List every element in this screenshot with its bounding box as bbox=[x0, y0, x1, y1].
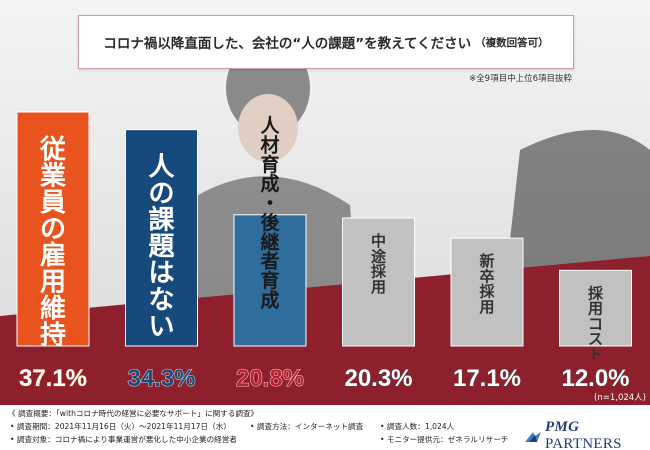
bar-group: 人材育成・後継者育成 20.8% bbox=[233, 115, 307, 392]
title-paren: （複数回答可） bbox=[475, 36, 549, 49]
bar-group: 人の課題はない 34.3% bbox=[125, 129, 198, 392]
value-label: 20.8% bbox=[236, 365, 304, 392]
sample-size-label: (n=1,024人) bbox=[594, 393, 646, 403]
bar-chart: 従業員の雇用維持 37.1% 人の課題はない 34.3% 人材育成・後継者育成 20.8%… bbox=[16, 111, 646, 403]
survey-method: • 調査方法：インターネット調査 bbox=[250, 422, 364, 431]
survey-overview: 《 調査概要：「withコロナ時代の経営に必要なサポート」に関する調査》 bbox=[8, 409, 259, 418]
category-label: 従業員の雇用維持 bbox=[39, 135, 66, 351]
value-label: 17.1% bbox=[453, 365, 521, 392]
logo-brand: PMG bbox=[545, 419, 580, 435]
chart-title: コロナ禍以降直面した、会社の“人の課題”を教えてください （複数回答可） bbox=[79, 16, 573, 68]
category-label: 中途採用 bbox=[371, 232, 387, 296]
survey-footer: 《 調査概要：「withコロナ時代の経営に必要なサポート」に関する調査》 • 調… bbox=[0, 405, 650, 450]
survey-period: • 調査期間：2021年11月16日（火）～2021年11月17日（水） bbox=[10, 422, 231, 431]
category-label: 人材育成・後継者育成 bbox=[260, 115, 280, 311]
pmg-logo-mark-icon bbox=[523, 429, 545, 443]
bar-group: 採用コスト 12.0% bbox=[559, 269, 632, 392]
title-box: コロナ禍以降直面した、会社の“人の課題”を教えてください （複数回答可） bbox=[78, 15, 574, 69]
value-label: 37.1% bbox=[19, 365, 87, 392]
category-label: 採用コスト bbox=[588, 284, 604, 363]
bar-group: 新卒採用 17.1% bbox=[450, 237, 524, 392]
bar bbox=[233, 214, 307, 347]
title-main: コロナ禍以降直面した、会社の“人の課題”を教えてください bbox=[103, 36, 472, 52]
selection-note: ※全9項目中上位6項目抜粋 bbox=[469, 74, 572, 84]
value-label: 34.3% bbox=[127, 365, 195, 392]
category-label: 人の課題はない bbox=[148, 153, 175, 342]
bar-group: 従業員の雇用維持 37.1% bbox=[16, 111, 90, 392]
bar bbox=[450, 237, 524, 347]
value-label: 12.0% bbox=[561, 365, 629, 392]
survey-respondents: • 調査人数：1,024人 bbox=[380, 422, 455, 431]
logo-sub: PARTNERS bbox=[545, 436, 622, 450]
value-label: 20.3% bbox=[344, 365, 412, 392]
bar bbox=[559, 269, 632, 347]
bar-group: 中途採用 20.3% bbox=[342, 217, 415, 392]
bar bbox=[16, 111, 90, 347]
pmg-partners-logo: PMG PARTNERS bbox=[523, 419, 650, 450]
category-label: 新卒採用 bbox=[479, 252, 495, 316]
bar bbox=[342, 217, 415, 347]
survey-target: • 調査対象：コロナ禍により事業運営が悪化した中小企業の経営者 bbox=[10, 435, 237, 444]
monitor-provider: • モニター提供元：ゼネラルリサーチ bbox=[380, 435, 509, 444]
bar bbox=[125, 129, 198, 347]
